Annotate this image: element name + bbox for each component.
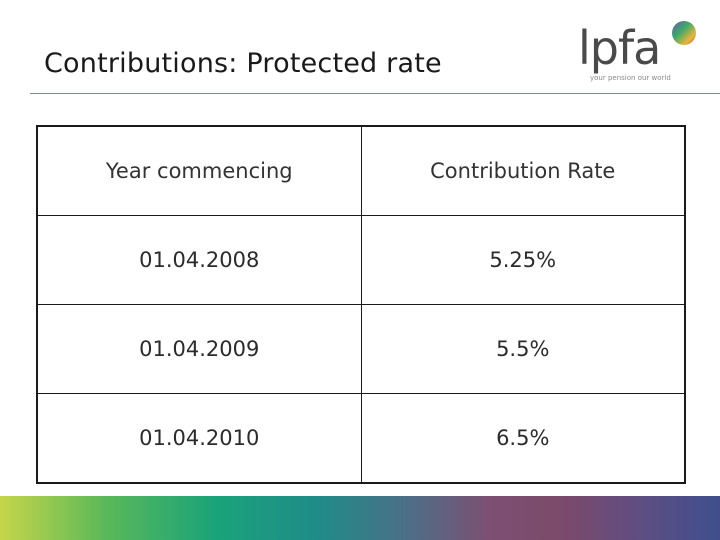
cell-rate: 5.5% xyxy=(360,304,686,394)
slide-title: Contributions: Protected rate xyxy=(44,48,442,79)
cell-rate: 5.25% xyxy=(360,215,686,305)
table-row: 01.04.2009 5.5% xyxy=(36,304,686,394)
logo-tagline: your pension our world xyxy=(590,74,671,82)
header-contribution-rate: Contribution Rate xyxy=(360,125,686,216)
table-header-row: Year commencing Contribution Rate xyxy=(36,125,686,216)
table-row: 01.04.2008 5.25% xyxy=(36,215,686,305)
logo-wordmark: lpfa xyxy=(578,21,661,75)
logo-dot-icon xyxy=(672,21,696,45)
contribution-rate-table: Year commencing Contribution Rate 01.04.… xyxy=(36,125,686,484)
table-row: 01.04.2010 6.5% xyxy=(36,393,686,484)
cell-year: 01.04.2010 xyxy=(36,393,362,484)
cell-rate: 6.5% xyxy=(360,393,686,484)
cell-year: 01.04.2009 xyxy=(36,304,362,394)
lpfa-logo: lpfa your pension our world xyxy=(578,20,698,86)
footer-gradient-band xyxy=(0,496,720,540)
header-year-commencing: Year commencing xyxy=(36,125,362,216)
title-divider xyxy=(30,93,720,94)
cell-year: 01.04.2008 xyxy=(36,215,362,305)
